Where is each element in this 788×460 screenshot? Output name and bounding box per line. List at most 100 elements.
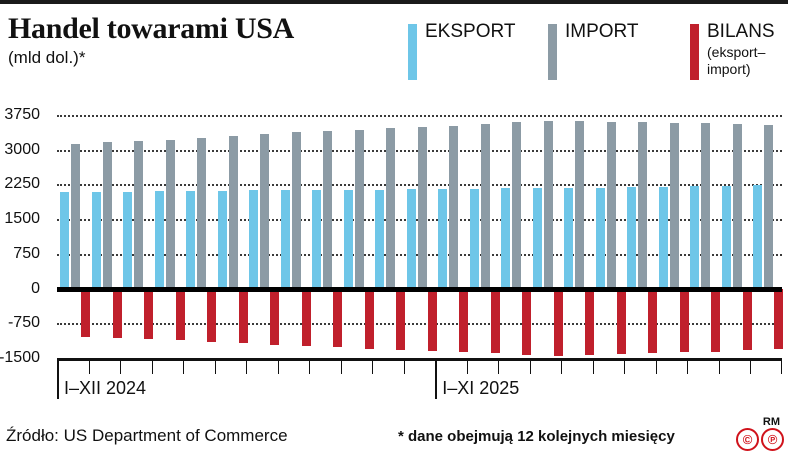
x-axis-period-label: I–XI 2025	[442, 378, 520, 398]
bar-export	[406, 189, 416, 289]
phonogram-icon: ℗	[761, 428, 784, 451]
legend-sublabel-1: (eksport–	[707, 44, 766, 60]
x-axis-tick	[120, 361, 122, 374]
page-title: Handel towarami USA	[8, 12, 294, 45]
bar-import	[102, 142, 112, 289]
y-axis-tick-label: 750	[13, 244, 40, 262]
bar-group	[183, 100, 217, 362]
y-axis-tick-label: 3000	[4, 140, 40, 158]
legend-text-group: IMPORT	[565, 20, 639, 44]
bar-import	[354, 129, 364, 289]
y-axis-tick-label: 0	[31, 279, 40, 297]
x-axis-tick	[214, 361, 216, 374]
bar-export	[186, 191, 196, 289]
chart-header: Handel towarami USA (mld dol.)* EKSPORT I…	[0, 6, 788, 98]
x-axis-tick	[687, 361, 689, 374]
x-axis-period-label: I–XII 2024	[64, 378, 147, 398]
bar-import	[575, 121, 585, 289]
y-axis-tick-label: 2250	[4, 175, 40, 193]
bar-balance	[648, 288, 658, 354]
bar-export	[658, 186, 668, 289]
x-axis-tick	[624, 361, 626, 374]
bar-balance	[774, 288, 784, 349]
bar-balance	[112, 288, 122, 339]
x-axis-period-tick	[57, 361, 59, 399]
x-axis-tick	[372, 361, 374, 374]
bar-balance	[742, 288, 752, 350]
legend-text-group: EKSPORT	[425, 20, 515, 44]
bar-export	[564, 187, 574, 289]
bar-export	[375, 189, 385, 289]
y-axis-tick-label: 3750	[4, 106, 40, 123]
bar-import	[197, 137, 207, 289]
bar-group	[719, 100, 752, 362]
bar-export	[627, 187, 637, 289]
bar-group	[372, 100, 406, 362]
x-axis-tick	[309, 361, 311, 374]
zero-baseline	[57, 286, 782, 292]
bar-group	[593, 100, 626, 362]
x-axis-tick	[498, 361, 500, 374]
bar-balance	[333, 288, 343, 348]
x-axis-tick	[655, 361, 657, 374]
x-axis-line	[57, 358, 782, 361]
bar-import	[71, 143, 80, 289]
bar-export	[469, 188, 479, 289]
bar-balance	[459, 288, 469, 352]
copyright-logo: © ℗	[736, 428, 784, 451]
x-axis-tick	[529, 361, 531, 374]
bar-import	[260, 133, 270, 289]
bar-export	[690, 186, 700, 289]
bar-balance	[427, 288, 437, 352]
bar-group	[687, 100, 721, 362]
bar-export	[721, 185, 731, 289]
y-axis-tick-label: 1500	[4, 210, 40, 228]
bar-export	[217, 190, 227, 289]
author-initials: RM	[762, 416, 780, 428]
bar-balance	[585, 288, 595, 356]
bar-import	[480, 124, 490, 289]
legend-swatch-export	[408, 24, 417, 80]
bar-balance	[679, 288, 689, 353]
bar-balance	[81, 288, 90, 337]
bar-import	[732, 124, 742, 289]
bar-export	[312, 189, 322, 289]
footnote-text: * dane obejmują 12 kolejnych miesięcy	[398, 428, 675, 445]
x-axis-tick	[151, 361, 153, 374]
bar-export	[438, 189, 448, 289]
bar-group	[750, 100, 784, 362]
bar-group	[152, 100, 185, 362]
bar-import	[543, 121, 553, 289]
bar-balance	[364, 288, 374, 349]
bar-import	[701, 123, 711, 289]
bar-balance	[207, 288, 217, 343]
bar-import	[134, 140, 144, 289]
bar-import	[449, 125, 459, 289]
bar-import	[764, 124, 774, 289]
x-axis-tick	[403, 361, 405, 374]
bar-import	[638, 122, 648, 289]
bar-group	[435, 100, 469, 362]
legend-label: IMPORT	[565, 21, 639, 42]
copyright-icon: ©	[736, 428, 759, 451]
gridline	[57, 115, 782, 117]
bar-export	[595, 187, 605, 289]
x-axis-tick	[340, 361, 342, 374]
bar-import	[323, 131, 333, 289]
bar-balance	[553, 288, 563, 356]
bar-export	[91, 191, 101, 289]
bar-group	[467, 100, 500, 362]
chart-footer: Źródło: US Department of Commerce * dane…	[0, 416, 788, 460]
x-axis-tick	[277, 361, 279, 374]
title-block: Handel towarami USA (mld dol.)*	[8, 12, 294, 69]
x-axis-tick	[561, 361, 563, 374]
x-axis-tick	[246, 361, 248, 374]
x-axis-period-tick	[435, 361, 438, 399]
bar-export	[154, 191, 164, 289]
top-rule	[0, 0, 788, 4]
bar-export	[343, 189, 353, 289]
bar-balance	[144, 288, 154, 340]
x-axis-tick	[592, 361, 594, 374]
legend-sublabel-2: import)	[707, 61, 751, 77]
bar-group	[57, 100, 90, 362]
